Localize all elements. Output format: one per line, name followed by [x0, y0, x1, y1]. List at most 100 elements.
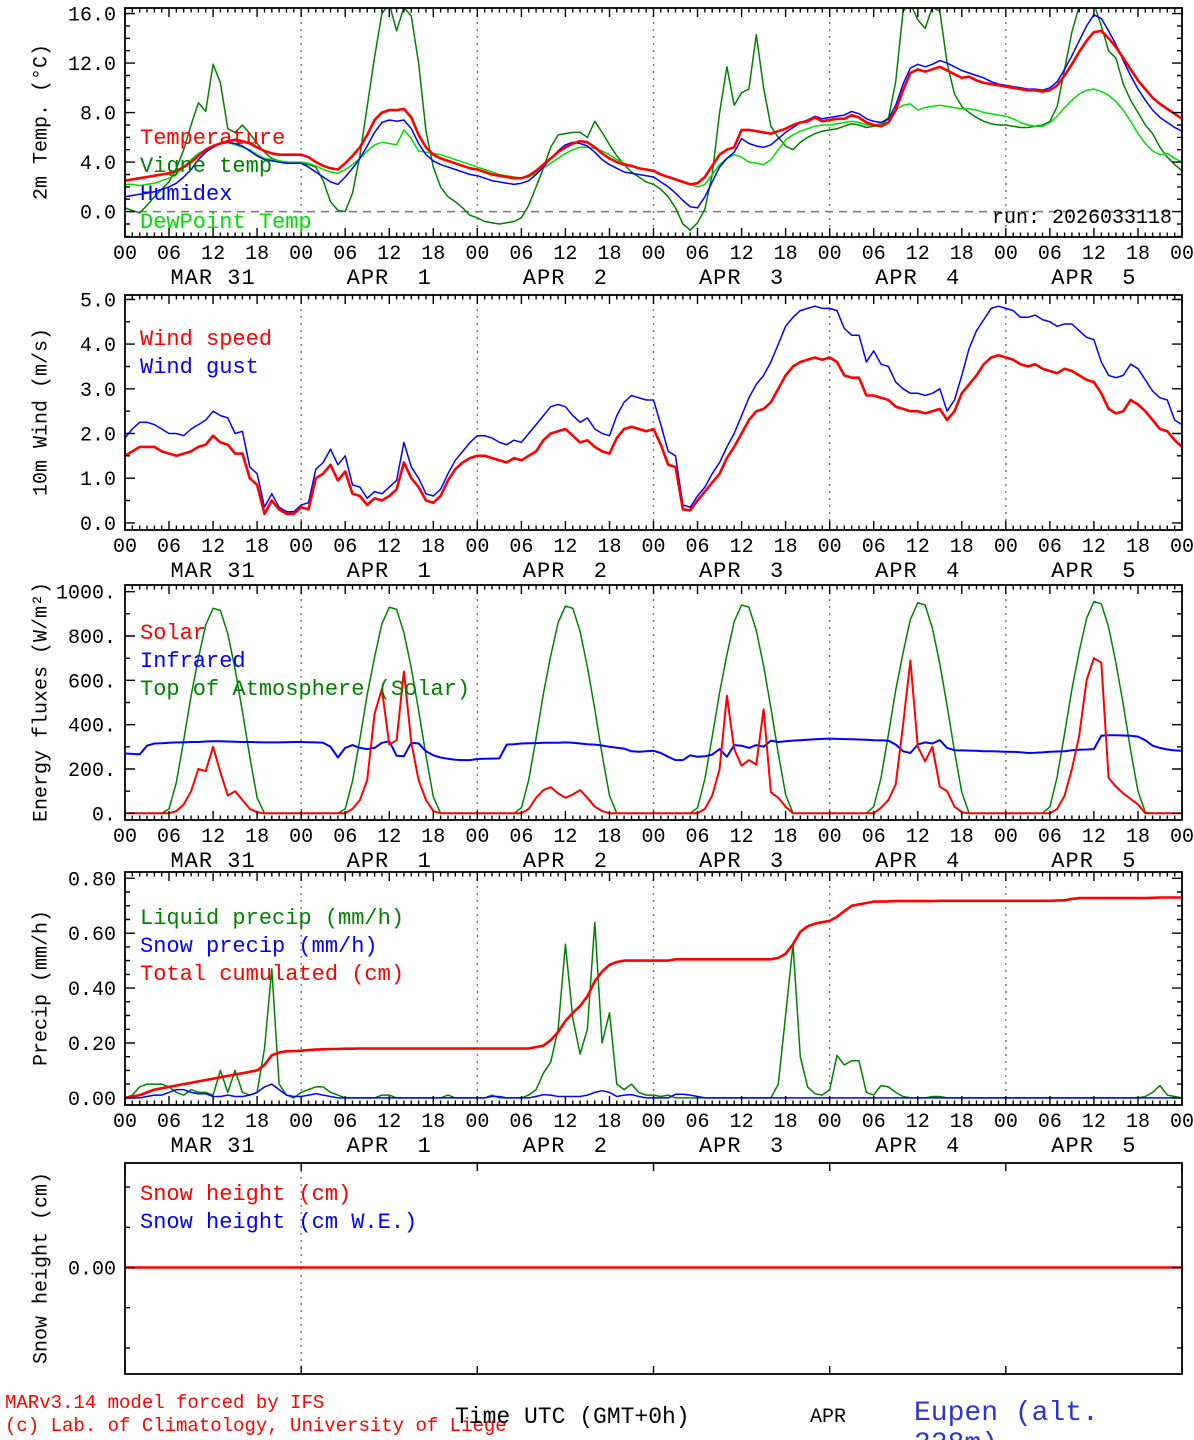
svg-text:12: 12: [906, 243, 930, 266]
svg-text:12: 12: [1082, 826, 1106, 849]
svg-text:00: 00: [641, 243, 665, 266]
svg-text:12: 12: [553, 536, 577, 559]
svg-text:18: 18: [950, 536, 974, 559]
svg-text:12: 12: [377, 1111, 401, 1134]
svg-text:00: 00: [818, 243, 842, 266]
svg-text:06: 06: [686, 1111, 710, 1134]
y-axis-title-temperature: 2m Temp. (°C): [30, 43, 54, 201]
svg-text:0.0: 0.0: [80, 514, 116, 537]
svg-text:06: 06: [862, 826, 886, 849]
svg-text:600.: 600.: [68, 671, 116, 694]
svg-text:06: 06: [686, 536, 710, 559]
footer-model-line: MARv3.14 model forced by IFS: [5, 1392, 325, 1414]
svg-text:MAR 31: MAR 31: [170, 849, 255, 874]
legend-item-snow-height-we: Snow height (cm W.E.): [140, 1210, 418, 1235]
legend-item-wind-gust: Wind gust: [140, 355, 259, 380]
legend-item-infrared: Infrared: [140, 649, 246, 674]
svg-text:00: 00: [994, 826, 1018, 849]
svg-text:18: 18: [1126, 243, 1150, 266]
svg-text:12.0: 12.0: [68, 54, 116, 77]
svg-text:12: 12: [730, 243, 754, 266]
svg-text:18: 18: [245, 1111, 269, 1134]
svg-text:0.00: 0.00: [68, 1089, 116, 1112]
svg-text:00: 00: [1170, 243, 1194, 266]
svg-text:18: 18: [1126, 826, 1150, 849]
svg-text:18: 18: [774, 536, 798, 559]
svg-text:06: 06: [157, 536, 181, 559]
svg-text:00: 00: [113, 243, 137, 266]
svg-text:18: 18: [245, 826, 269, 849]
svg-text:4.0: 4.0: [80, 153, 116, 176]
svg-text:18: 18: [597, 243, 621, 266]
svg-text:APR 5: APR 5: [1051, 559, 1136, 584]
svg-text:06: 06: [509, 536, 533, 559]
svg-text:12: 12: [730, 826, 754, 849]
svg-text:12: 12: [730, 536, 754, 559]
legend-item-dewpoint-temp: DewPoint Temp: [140, 210, 312, 235]
svg-text:06: 06: [862, 1111, 886, 1134]
svg-text:00: 00: [818, 1111, 842, 1134]
legend-item-top-of-atmosphere: Top of Atmosphere (Solar): [140, 677, 471, 702]
svg-text:APR 3: APR 3: [699, 559, 784, 584]
svg-text:0.00: 0.00: [68, 1258, 116, 1281]
legend-item-total-cumulated: Total cumulated (cm): [140, 962, 405, 987]
panel-temperature: 0.0 4.0 8.0 12.0 16.0 00 06 12 18 00 06 12 18 00 06 12 1…: [68, 5, 1194, 291]
svg-text:00: 00: [113, 826, 137, 849]
svg-text:200.: 200.: [68, 760, 116, 783]
svg-text:00: 00: [994, 243, 1018, 266]
svg-text:APR 2: APR 2: [523, 1134, 608, 1159]
svg-text:00: 00: [1170, 1111, 1194, 1134]
legend-precip: Liquid precip (mm/h) Snow precip (mm/h) …: [140, 905, 404, 989]
series-line: [125, 29, 1182, 186]
svg-text:MAR 31: MAR 31: [170, 1134, 255, 1159]
svg-text:800.: 800.: [68, 627, 116, 650]
svg-text:12: 12: [377, 826, 401, 849]
svg-text:00: 00: [641, 1111, 665, 1134]
legend-temperature: Temperature Vigne temp Humidex DewPoint …: [140, 125, 312, 237]
svg-text:12: 12: [201, 243, 225, 266]
svg-text:0.80: 0.80: [68, 869, 116, 892]
svg-text:00: 00: [641, 826, 665, 849]
svg-text:4.0: 4.0: [80, 335, 116, 358]
svg-text:00: 00: [465, 826, 489, 849]
svg-text:00: 00: [1170, 826, 1194, 849]
svg-text:06: 06: [509, 826, 533, 849]
svg-text:12: 12: [1082, 536, 1106, 559]
svg-text:APR 5: APR 5: [1051, 266, 1136, 291]
svg-text:06: 06: [1038, 1111, 1062, 1134]
svg-text:06: 06: [509, 243, 533, 266]
svg-text:12: 12: [377, 536, 401, 559]
svg-text:12: 12: [553, 826, 577, 849]
svg-text:18: 18: [1126, 1111, 1150, 1134]
svg-text:400.: 400.: [68, 716, 116, 739]
svg-text:06: 06: [862, 243, 886, 266]
svg-text:12: 12: [906, 1111, 930, 1134]
svg-text:12: 12: [553, 1111, 577, 1134]
legend-energy-fluxes: Solar Infrared Top of Atmosphere (Solar): [140, 620, 470, 704]
svg-text:1000.: 1000.: [56, 583, 116, 606]
svg-text:12: 12: [730, 1111, 754, 1134]
legend-item-wind-speed: Wind speed: [140, 327, 273, 352]
svg-text:00: 00: [641, 536, 665, 559]
svg-text:18: 18: [950, 1111, 974, 1134]
svg-text:00: 00: [994, 1111, 1018, 1134]
footer-model-credit: MARv3.14 model forced by IFS (c) Lab. of…: [5, 1392, 507, 1438]
svg-text:06: 06: [686, 243, 710, 266]
legend-item-liquid-precip: Liquid precip (mm/h): [140, 906, 405, 931]
panel-precip: 0.00 0.20 0.40 0.60 0.80 00 06 12 18 00 06 12 18 00 06…: [68, 869, 1194, 1159]
svg-text:APR 2: APR 2: [523, 266, 608, 291]
svg-text:00: 00: [289, 536, 313, 559]
series-line: [125, 353, 1182, 516]
svg-text:00: 00: [113, 1111, 137, 1134]
legend-item-vigne-temp: Vigne temp: [140, 154, 273, 179]
svg-text:18: 18: [774, 243, 798, 266]
svg-text:APR 3: APR 3: [699, 1134, 784, 1159]
svg-text:00: 00: [994, 536, 1018, 559]
svg-text:06: 06: [686, 826, 710, 849]
svg-text:MAR 31: MAR 31: [170, 559, 255, 584]
svg-text:00: 00: [1170, 536, 1194, 559]
svg-text:APR 1: APR 1: [347, 266, 432, 291]
series-line: [125, 896, 1182, 1100]
y-axis-title-precip: Precip (mm/h): [30, 909, 54, 1067]
